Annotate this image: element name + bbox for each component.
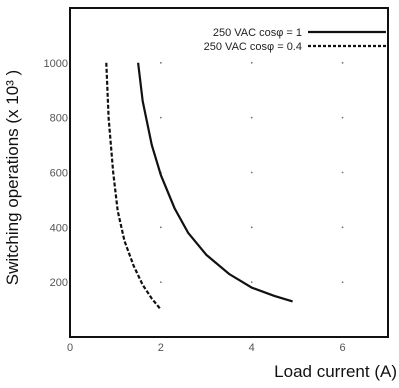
- x-tick-label: 6: [340, 342, 346, 354]
- grid-dot: [341, 281, 344, 284]
- x-tick-label: 4: [249, 342, 255, 354]
- grid-dot: [341, 171, 344, 174]
- y-tick-label: 800: [50, 113, 68, 125]
- plot-frame: [69, 7, 389, 338]
- y-tick-label: 400: [50, 222, 68, 234]
- y-tick-label: 600: [50, 168, 68, 180]
- grid-dot: [341, 61, 344, 64]
- grid: [69, 61, 344, 284]
- grid-dot: [341, 226, 344, 229]
- y-tick-label: 200: [50, 277, 68, 289]
- grid-dot: [250, 61, 253, 64]
- grid-dot: [341, 116, 344, 119]
- grid-dot: [250, 116, 253, 119]
- legend-label-2: 250 VAC cosφ = 0.4: [204, 41, 302, 53]
- grid-dot: [250, 171, 253, 174]
- series: [105, 62, 293, 311]
- grid-dot: [159, 226, 162, 229]
- legend-label-1: 250 VAC cosφ = 1: [213, 27, 302, 39]
- grid-dot: [159, 281, 162, 284]
- y-axis-title: Switching operations (x 10³ ): [3, 70, 22, 285]
- x-axis-title: Load current (A): [274, 362, 397, 381]
- grid-dot: [250, 281, 253, 284]
- y-tick-label: 1000: [44, 58, 68, 70]
- series-line-2: [105, 62, 162, 311]
- x-tick-label: 0: [67, 342, 73, 354]
- grid-dot: [159, 116, 162, 119]
- x-tick-label: 2: [158, 342, 164, 354]
- series-line-1: [137, 62, 293, 303]
- grid-dot: [159, 61, 162, 64]
- tick-labels: 0 2 4 6 200 400 600 800 1000: [44, 58, 346, 354]
- grid-dot: [250, 226, 253, 229]
- legend: 250 VAC cosφ = 1 250 VAC cosφ = 0.4: [204, 27, 386, 53]
